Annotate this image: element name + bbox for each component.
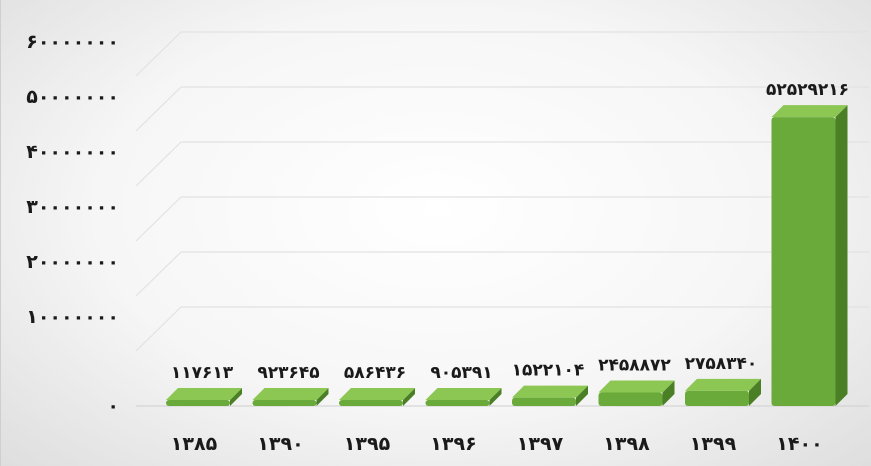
gridline-diagonal — [135, 31, 182, 77]
bar-side — [230, 388, 242, 406]
bar — [339, 388, 415, 406]
bar — [425, 388, 502, 406]
y-tick-label: ۴۰۰۰۰۰۰۰ — [26, 141, 119, 163]
bar-side — [489, 388, 502, 406]
bar-top — [339, 388, 415, 400]
bar-top — [252, 388, 329, 400]
data-label: ۱۱۷۶۱۳ — [171, 363, 234, 383]
bar-top — [166, 388, 242, 400]
bar — [252, 388, 329, 406]
gridline-diagonal — [135, 141, 182, 187]
x-tick-label: ۱۳۹۸ — [603, 433, 650, 455]
bar-side — [576, 385, 588, 406]
y-tick-label: ۶۰۰۰۰۰۰۰ — [26, 31, 119, 53]
x-tick-label: ۱۴۰۰ — [776, 433, 822, 455]
data-label: ۱۵۲۲۱۰۴ — [512, 361, 585, 381]
bar — [598, 380, 675, 406]
gridline-diagonal — [135, 86, 182, 132]
bar-side — [662, 380, 675, 406]
gridline-diagonal — [135, 306, 182, 352]
x-tick-label: ۱۳۹۷ — [517, 433, 564, 455]
data-label: ۵۲۵۲۹۲۱۶ — [766, 80, 849, 100]
x-tick-label: ۱۳۹۰ — [257, 433, 303, 455]
y-tick-label: ۰ — [107, 395, 119, 417]
bar-front — [339, 400, 403, 406]
bar-top — [512, 385, 588, 398]
bar — [166, 388, 242, 406]
y-tick-label: ۳۰۰۰۰۰۰۰ — [26, 196, 119, 218]
x-tick-label: ۱۳۹۵ — [344, 433, 391, 455]
bar — [685, 378, 761, 406]
x-tick-label: ۱۳۸۵ — [171, 433, 218, 455]
data-label: ۲۴۵۸۸۷۲ — [598, 355, 671, 375]
x-tick-label: ۱۳۹۶ — [430, 433, 476, 455]
bar-front — [512, 397, 576, 406]
bar-front — [166, 400, 230, 406]
bar-side — [403, 388, 415, 406]
data-label: ۹۰۵۳۹۱ — [430, 363, 492, 383]
bar-front — [771, 117, 836, 407]
bar — [512, 385, 588, 406]
bar-front — [685, 390, 749, 406]
gridline-diagonal — [135, 251, 182, 297]
data-label: ۹۲۳۶۴۵ — [257, 363, 319, 383]
y-tick-label: ۲۰۰۰۰۰۰۰ — [26, 251, 119, 273]
bar-side — [835, 105, 848, 407]
x-tick-label: ۱۳۹۹ — [690, 433, 737, 455]
bar-front — [598, 392, 663, 406]
bar-top — [598, 380, 675, 393]
bar-front — [252, 400, 317, 406]
bar-front — [425, 400, 490, 406]
data-label: ۲۷۵۸۳۴۰ — [685, 354, 758, 374]
bar-top — [771, 105, 848, 118]
y-tick-label: ۵۰۰۰۰۰۰۰ — [26, 86, 119, 108]
bar-side — [316, 388, 329, 406]
bar — [771, 105, 848, 407]
bar-top — [425, 388, 502, 400]
bar-side — [749, 378, 761, 406]
y-tick-label: ۱۰۰۰۰۰۰۰ — [26, 306, 119, 328]
bar-top — [685, 378, 761, 391]
gridline-diagonal — [135, 196, 182, 242]
data-label: ۵۸۶۴۳۶ — [344, 363, 406, 383]
